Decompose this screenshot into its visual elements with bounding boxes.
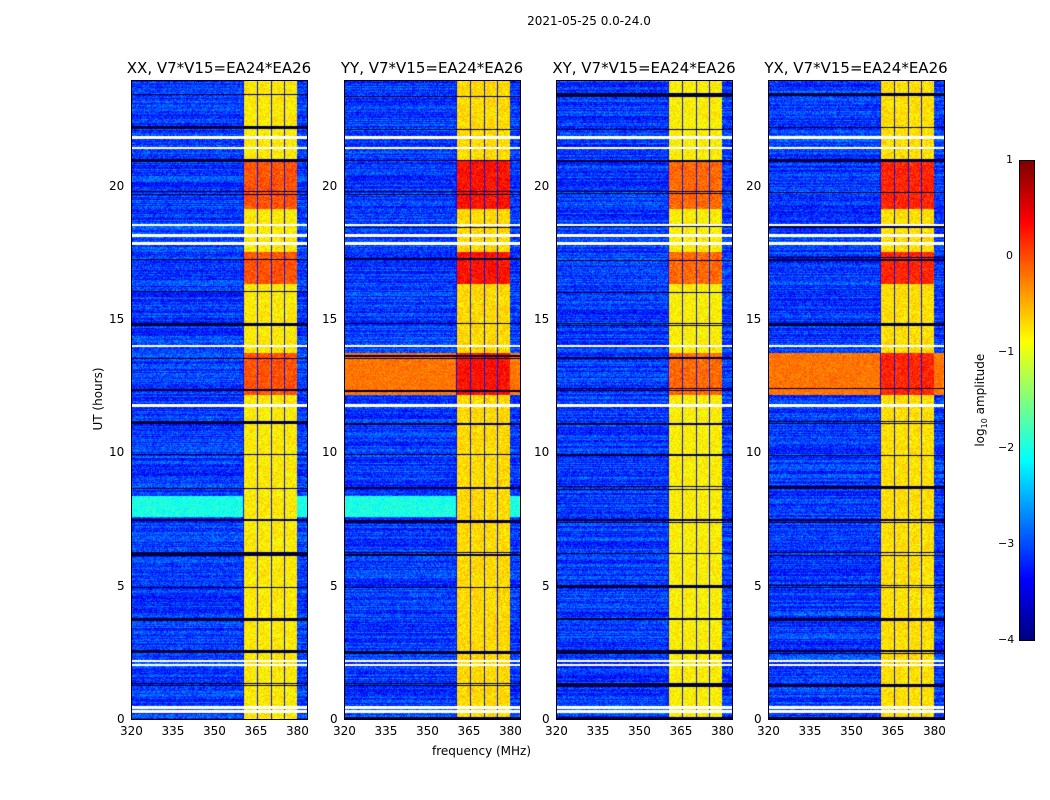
y-tick-label: 10 xyxy=(109,445,125,460)
x-tick-label: 350 xyxy=(839,724,863,738)
x-tick-label: 335 xyxy=(161,724,185,738)
x-tick-label: 320 xyxy=(545,724,568,738)
y-tick-label: 15 xyxy=(322,312,338,326)
y-axis-label: UT (hours) xyxy=(91,367,105,431)
y-tick-label: 5 xyxy=(117,578,125,593)
y-tick-label: 20 xyxy=(746,178,762,193)
y-tick-label: 20 xyxy=(534,178,550,193)
x-tick-label: 380 xyxy=(285,724,309,738)
y-tick-label: 0 xyxy=(754,712,762,726)
panel-title: YY, V7*V15=EA24*EA26 xyxy=(340,59,524,77)
y-tick-label: 0 xyxy=(330,712,338,726)
heatmap-panel xyxy=(131,80,308,720)
heatmap-panel xyxy=(768,80,945,720)
x-tick-label: 365 xyxy=(244,724,268,738)
x-tick-label: 320 xyxy=(757,724,780,738)
panel-title: XX, V7*V15=EA24*EA26 xyxy=(126,59,312,77)
x-tick-label: 380 xyxy=(922,724,946,738)
y-tick-label: 0 xyxy=(117,712,125,726)
heatmap-cells xyxy=(557,81,732,719)
y-tick-label: 5 xyxy=(330,578,338,593)
colorbar-tick-label: −2 xyxy=(998,441,1015,454)
heatmap-cells xyxy=(132,81,307,719)
y-tick-label: 10 xyxy=(534,445,550,460)
x-axis-label: frequency (MHz) xyxy=(432,744,532,758)
heatmap-cells xyxy=(345,81,520,719)
x-tick-label: 365 xyxy=(669,724,693,738)
colorbar-label: log10 amplitude xyxy=(972,353,990,447)
colorbar-tick-label: −1 xyxy=(998,345,1015,358)
x-tick-label: 350 xyxy=(415,724,439,738)
y-tick-label: 10 xyxy=(322,445,338,460)
y-tick-label: 0 xyxy=(542,712,550,726)
colorbar-tick-label: 0 xyxy=(1006,249,1013,262)
colorbar-tick-label: 1 xyxy=(1006,153,1013,166)
figure-title: 2021-05-25 0.0-24.0 xyxy=(527,14,651,28)
y-tick-label: 10 xyxy=(746,445,762,460)
heatmap-panel xyxy=(344,80,521,720)
y-tick-label: 5 xyxy=(542,578,550,593)
x-tick-label: 335 xyxy=(798,724,822,738)
heatmap-panel xyxy=(556,80,733,720)
y-tick-label: 15 xyxy=(746,312,762,326)
x-tick-label: 365 xyxy=(881,724,905,738)
x-tick-label: 335 xyxy=(374,724,398,738)
colorbar-tick-label: −4 xyxy=(998,633,1015,646)
x-tick-label: 335 xyxy=(586,724,610,738)
colorbar xyxy=(1019,160,1035,641)
panel-title: YX, V7*V15=EA24*EA26 xyxy=(764,59,948,77)
y-tick-label: 5 xyxy=(754,578,762,593)
x-tick-label: 320 xyxy=(120,724,143,738)
y-tick-label: 20 xyxy=(109,178,125,193)
x-tick-label: 320 xyxy=(333,724,356,738)
y-tick-label: 15 xyxy=(109,312,125,326)
y-tick-label: 15 xyxy=(534,312,550,326)
x-tick-label: 350 xyxy=(627,724,651,738)
y-tick-label: 20 xyxy=(322,178,338,193)
x-tick-label: 380 xyxy=(498,724,522,738)
colorbar-tick-label: −3 xyxy=(998,537,1015,550)
x-tick-label: 380 xyxy=(710,724,734,738)
x-tick-label: 350 xyxy=(202,724,226,738)
colorbar-gradient xyxy=(1020,161,1034,640)
heatmap-cells xyxy=(769,81,944,719)
panel-title: XY, V7*V15=EA24*EA26 xyxy=(552,59,736,77)
x-tick-label: 365 xyxy=(457,724,481,738)
